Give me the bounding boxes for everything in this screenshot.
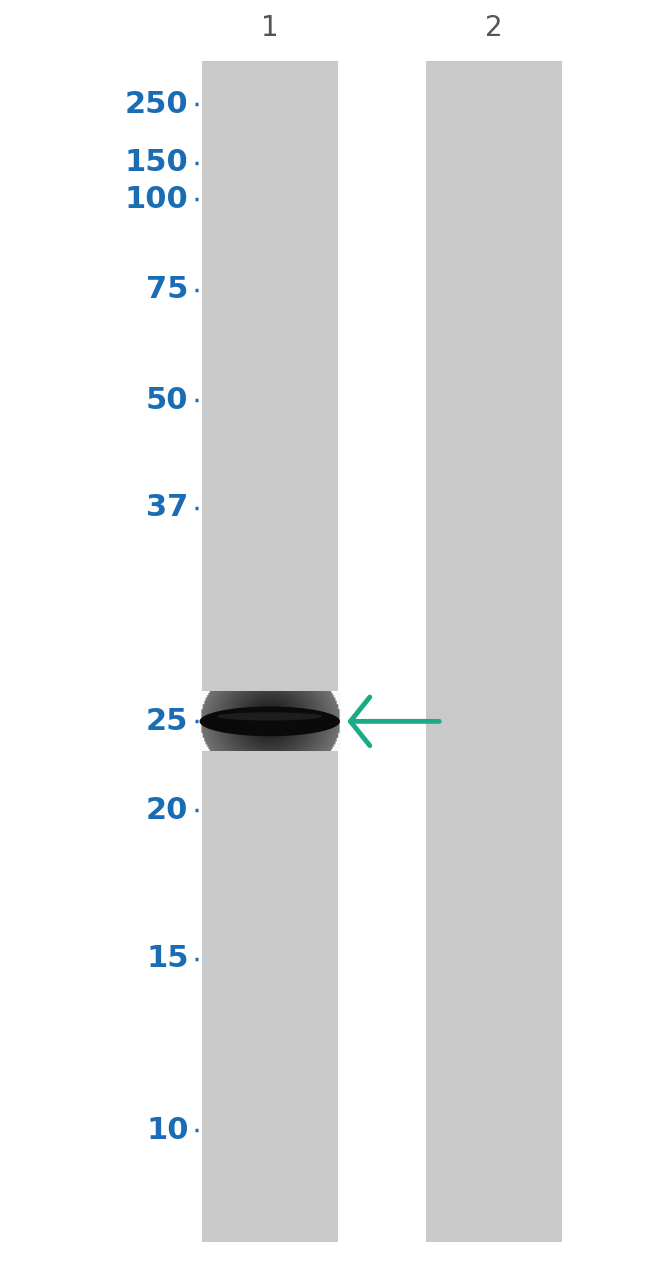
Text: 20: 20 bbox=[146, 796, 188, 824]
FancyBboxPatch shape bbox=[202, 61, 338, 1242]
Text: 150: 150 bbox=[125, 149, 188, 177]
Text: 2: 2 bbox=[485, 14, 503, 42]
FancyBboxPatch shape bbox=[426, 61, 562, 1242]
Text: 100: 100 bbox=[125, 185, 188, 213]
Text: 37: 37 bbox=[146, 494, 188, 522]
Ellipse shape bbox=[200, 706, 340, 737]
Text: 15: 15 bbox=[146, 945, 188, 973]
Text: 25: 25 bbox=[146, 707, 188, 735]
Text: 50: 50 bbox=[146, 386, 188, 414]
Text: 1: 1 bbox=[261, 14, 279, 42]
Text: 10: 10 bbox=[146, 1116, 188, 1144]
Text: 75: 75 bbox=[146, 276, 188, 304]
Text: 250: 250 bbox=[125, 90, 188, 118]
Ellipse shape bbox=[217, 712, 322, 720]
